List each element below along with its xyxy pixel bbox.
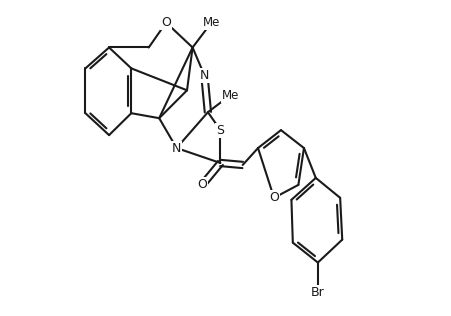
Text: N: N [199,69,209,82]
Text: O: O [268,191,278,204]
Text: N: N [171,142,181,155]
Text: Me: Me [202,16,220,29]
Text: Br: Br [310,286,324,299]
Text: S: S [216,124,224,137]
Text: O: O [197,178,207,191]
Text: Me: Me [221,89,238,102]
Text: O: O [161,16,170,29]
